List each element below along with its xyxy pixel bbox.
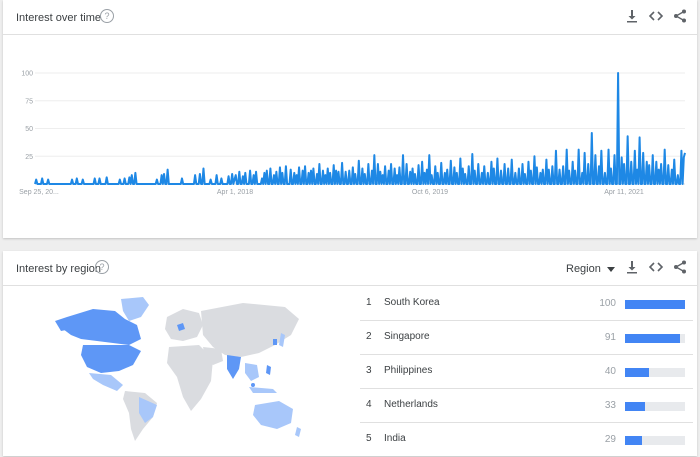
value-bar-track (625, 300, 685, 309)
y-tick-label: 25 (25, 154, 33, 161)
region-name[interactable]: South Korea (384, 297, 440, 308)
card-header: Interest over time ? (3, 0, 697, 35)
region-name[interactable]: Philippines (384, 365, 433, 376)
map-mexico[interactable] (89, 373, 123, 391)
interest-line-chart: 100 75 50 25 Sep 25, 20... Apr 1, 2018 Oct 6,… (19, 71, 686, 196)
y-tick-label: 100 (21, 71, 33, 78)
series-line (34, 72, 686, 185)
region-value: 40 (604, 366, 616, 377)
map-new-zealand[interactable] (295, 427, 301, 437)
card-title: Interest by region (16, 263, 101, 275)
value-bar (625, 368, 649, 377)
y-tick-label: 50 (25, 126, 33, 133)
map-africa[interactable] (167, 345, 213, 411)
value-bar-track (625, 436, 685, 445)
map-brazil[interactable] (139, 397, 157, 423)
map-japan[interactable] (279, 333, 285, 347)
embed-icon[interactable] (648, 8, 664, 24)
map-usa[interactable] (81, 345, 141, 373)
chevron-down-icon (606, 266, 615, 272)
card-title: Interest over time (16, 12, 101, 24)
region-value: 29 (604, 434, 616, 445)
map-greenland[interactable] (121, 297, 149, 321)
rank-number: 2 (366, 331, 372, 342)
world-map[interactable] (53, 295, 303, 445)
map-india[interactable] (227, 355, 241, 379)
interest-by-region-card: Interest by region ? Region (3, 251, 697, 456)
list-item[interactable]: 3 Philippines 40 (360, 355, 693, 389)
rank-number: 4 (366, 399, 372, 410)
download-icon[interactable] (624, 259, 640, 275)
value-bar (625, 436, 643, 445)
rank-number: 1 (366, 297, 372, 308)
map-netherlands[interactable] (177, 323, 185, 331)
rank-number: 3 (366, 365, 372, 376)
x-tick-label: Apr 1, 2018 (217, 189, 253, 196)
region-value: 91 (604, 332, 616, 343)
value-bar-track (625, 402, 685, 411)
map-europe[interactable] (165, 309, 203, 341)
region-select-label: Region (566, 263, 601, 275)
list-item[interactable]: 5 India 29 (360, 423, 693, 457)
region-value: 100 (599, 298, 616, 309)
card-header: Interest by region ? Region (3, 251, 697, 286)
share-icon[interactable] (672, 8, 688, 24)
region-name[interactable]: India (384, 433, 406, 444)
map-singapore[interactable] (251, 383, 255, 387)
map-alaska[interactable] (55, 317, 71, 331)
map-canada[interactable] (63, 309, 141, 345)
value-bar-track (625, 334, 685, 343)
region-name[interactable]: Netherlands (384, 399, 438, 410)
rank-number: 5 (366, 433, 372, 444)
help-circle-icon[interactable]: ? (95, 260, 109, 274)
region-select[interactable]: Region (566, 263, 615, 275)
region-value: 33 (604, 400, 616, 411)
x-tick-label: Sep 25, 20... (19, 189, 59, 196)
map-middle-east[interactable] (203, 347, 223, 365)
x-tick-label: Apr 11, 2021 (604, 189, 644, 196)
map-se-asia[interactable] (245, 363, 259, 381)
list-item[interactable]: 4 Netherlands 33 (360, 389, 693, 423)
value-bar-track (625, 368, 685, 377)
map-australia[interactable] (253, 401, 293, 429)
x-tick-label: Oct 6, 2019 (412, 189, 448, 196)
embed-icon[interactable] (648, 259, 664, 275)
share-icon[interactable] (672, 259, 688, 275)
help-circle-icon[interactable]: ? (100, 9, 114, 23)
value-bar (625, 334, 680, 343)
map-indonesia[interactable] (249, 387, 277, 393)
region-name[interactable]: Singapore (384, 331, 430, 342)
download-icon[interactable] (624, 8, 640, 24)
map-south-korea[interactable] (273, 339, 277, 345)
map-philippines[interactable] (266, 365, 271, 375)
value-bar (625, 300, 685, 309)
list-item[interactable]: 1 South Korea 100 (360, 287, 693, 321)
interest-over-time-card: Interest over time ? 100 75 50 25 Sep 25, 2… (3, 0, 697, 238)
value-bar (625, 402, 645, 411)
y-tick-label: 75 (25, 98, 33, 105)
list-item[interactable]: 2 Singapore 91 (360, 321, 693, 355)
